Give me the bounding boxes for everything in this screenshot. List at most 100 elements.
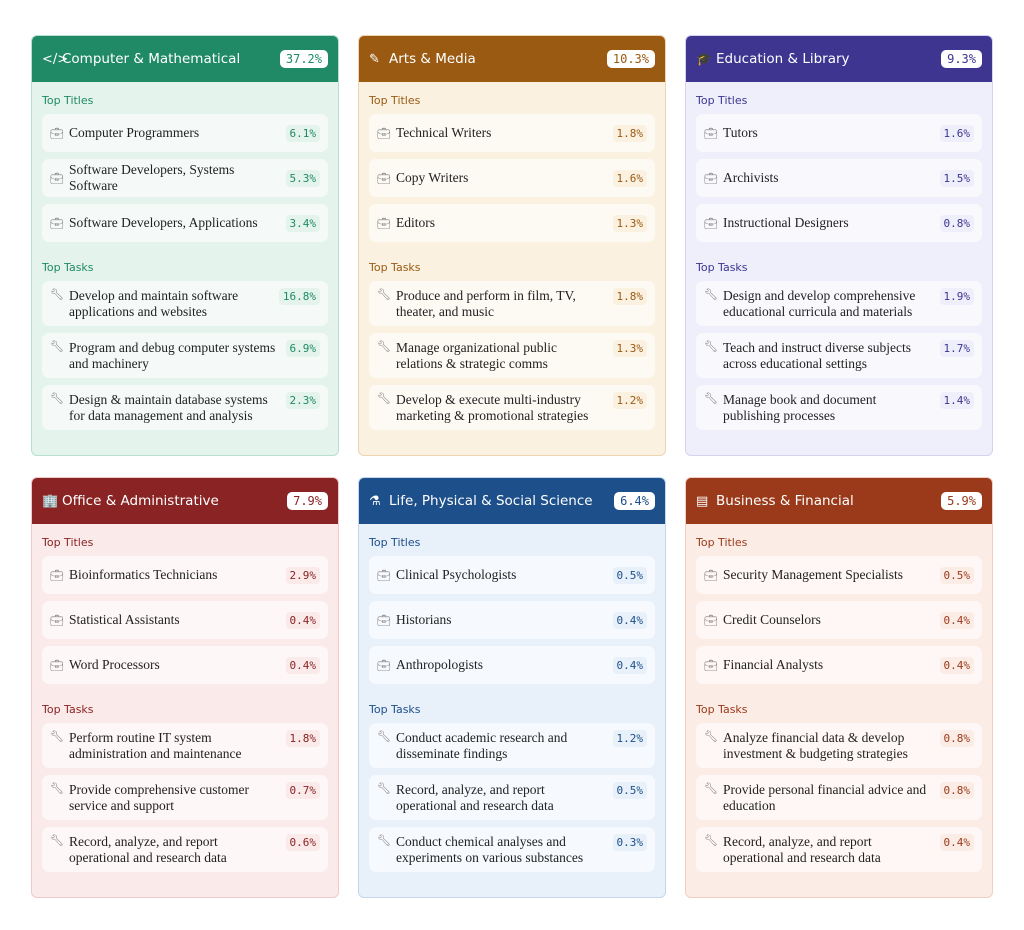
task-item: 🔧︎ Develop and maintain software applicat… [42,281,328,326]
title-percent: 0.4% [939,656,974,674]
task-item: 🔧︎ Program and debug computer systems and… [42,333,328,378]
wrench-icon: 🔧︎ [377,341,391,353]
top-tasks-label: Top Tasks [42,703,94,716]
title-label: Word Processors [69,657,160,672]
wrench-icon: 🔧︎ [377,835,391,847]
wrench-icon: 🔧︎ [50,835,64,847]
category-title: Computer & Mathematical [62,51,241,67]
top-titles-label: Top Titles [369,536,421,549]
top-tasks-label: Top Tasks [369,261,421,274]
task-percent: 2.3% [285,392,320,409]
task-percent: 1.2% [612,392,647,409]
title-label: Credit Counselors [723,612,821,627]
occupation-grid: </> Computer & Mathematical 37.2% Top Ti… [31,35,993,898]
title-label: Instructional Designers [723,215,849,230]
title-percent: 5.3% [285,169,320,187]
top-titles-label: Top Titles [696,94,748,107]
task-label: Perform routine IT system administration… [69,730,242,761]
title-item: 💼︎ Statistical Assistants 0.4% [42,601,328,639]
top-titles-label: Top Titles [696,536,748,549]
wrench-icon: 🔧︎ [704,835,718,847]
briefcase-icon: 💼︎ [704,569,718,582]
category-percent-badge: 37.2% [279,50,328,68]
title-label: Historians [396,612,452,627]
category-card-business-financial: ▤ Business & Financial 5.9% Top Titles 💼︎… [685,477,993,898]
title-percent: 1.8% [612,124,647,142]
top-titles-label: Top Titles [42,94,94,107]
category-percent-badge: 7.9% [287,492,328,510]
task-item: 🔧︎ Conduct chemical analyses and experime… [369,827,655,872]
task-label: Design & maintain database systems for d… [69,392,268,423]
title-item: 💼︎ Credit Counselors 0.4% [696,601,982,639]
title-percent: 0.5% [939,566,974,584]
briefcase-icon: 💼︎ [704,127,718,140]
wrench-icon: 🔧︎ [704,341,718,353]
task-item: 🔧︎ Analyze financial data & develop inves… [696,723,982,768]
task-label: Teach and instruct diverse subjects acro… [723,340,911,371]
task-percent: 0.6% [285,834,320,851]
task-percent: 16.8% [278,288,320,305]
task-label: Provide comprehensive customer service a… [69,782,249,813]
card-header: 🎓 Education & Library 9.3% [686,36,992,82]
task-percent: 1.9% [939,288,974,305]
graduation-cap-icon: 🎓 [696,51,713,67]
wrench-icon: 🔧︎ [50,341,64,353]
title-item: 💼︎ Clinical Psychologists 0.5% [369,556,655,594]
title-label: Tutors [723,125,758,140]
task-label: Manage book and document publishing proc… [723,392,877,423]
title-label: Copy Writers [396,170,469,185]
title-percent: 0.4% [285,656,320,674]
task-item: 🔧︎ Develop & execute multi-industry marke… [369,385,655,430]
wrench-icon: 🔧︎ [50,731,64,743]
brush-icon: ✎ [369,51,380,67]
category-title: Business & Financial [716,493,854,509]
category-percent-badge: 6.4% [614,492,655,510]
task-percent: 0.7% [285,782,320,799]
title-item: 💼︎ Bioinformatics Technicians 2.9% [42,556,328,594]
task-label: Develop & execute multi-industry marketi… [396,392,589,423]
wrench-icon: 🔧︎ [50,289,64,301]
task-label: Produce and perform in film, TV, theater… [396,288,576,319]
title-item: 💼︎ Copy Writers 1.6% [369,159,655,197]
briefcase-icon: 💼︎ [377,172,391,185]
task-item: 🔧︎ Manage organizational public relations… [369,333,655,378]
task-percent: 1.4% [939,392,974,409]
category-percent-badge: 9.3% [941,50,982,68]
task-item: 🔧︎ Produce and perform in film, TV, theat… [369,281,655,326]
task-percent: 1.7% [939,340,974,357]
building-icon: 🏢 [42,493,59,509]
briefcase-icon: 💼︎ [50,217,64,230]
title-item: 💼︎ Archivists 1.5% [696,159,982,197]
wrench-icon: 🔧︎ [50,783,64,795]
title-percent: 3.4% [285,214,320,232]
title-label: Statistical Assistants [69,612,180,627]
task-item: 🔧︎ Manage book and document publishing pr… [696,385,982,430]
category-title: Life, Physical & Social Science [389,493,593,509]
title-item: 💼︎ Anthropologists 0.4% [369,646,655,684]
title-item: 💼︎ Financial Analysts 0.4% [696,646,982,684]
briefcase-icon: 💼︎ [377,659,391,672]
category-card-computer-mathematical: </> Computer & Mathematical 37.2% Top Ti… [31,35,339,456]
wrench-icon: 🔧︎ [377,731,391,743]
wrench-icon: 🔧︎ [377,393,391,405]
task-percent: 1.3% [612,340,647,357]
task-label: Conduct academic research and disseminat… [396,730,568,761]
title-label: Archivists [723,170,779,185]
wrench-icon: 🔧︎ [377,289,391,301]
top-tasks-label: Top Tasks [42,261,94,274]
task-label: Record, analyze, and report operational … [69,834,227,865]
task-percent: 0.8% [939,730,974,747]
task-percent: 0.4% [939,834,974,851]
wrench-icon: 🔧︎ [704,393,718,405]
title-percent: 6.1% [285,124,320,142]
title-item: 💼︎ Tutors 1.6% [696,114,982,152]
title-label: Software Developers, Applications [69,215,258,230]
category-title: Office & Administrative [62,493,219,509]
task-percent: 0.5% [612,782,647,799]
code-icon: </> [42,51,69,67]
task-percent: 0.3% [612,834,647,851]
task-percent: 1.2% [612,730,647,747]
card-header: ✎ Arts & Media 10.3% [359,36,665,82]
briefcase-icon: 💼︎ [50,569,64,582]
task-label: Design and develop comprehensive educati… [723,288,916,319]
